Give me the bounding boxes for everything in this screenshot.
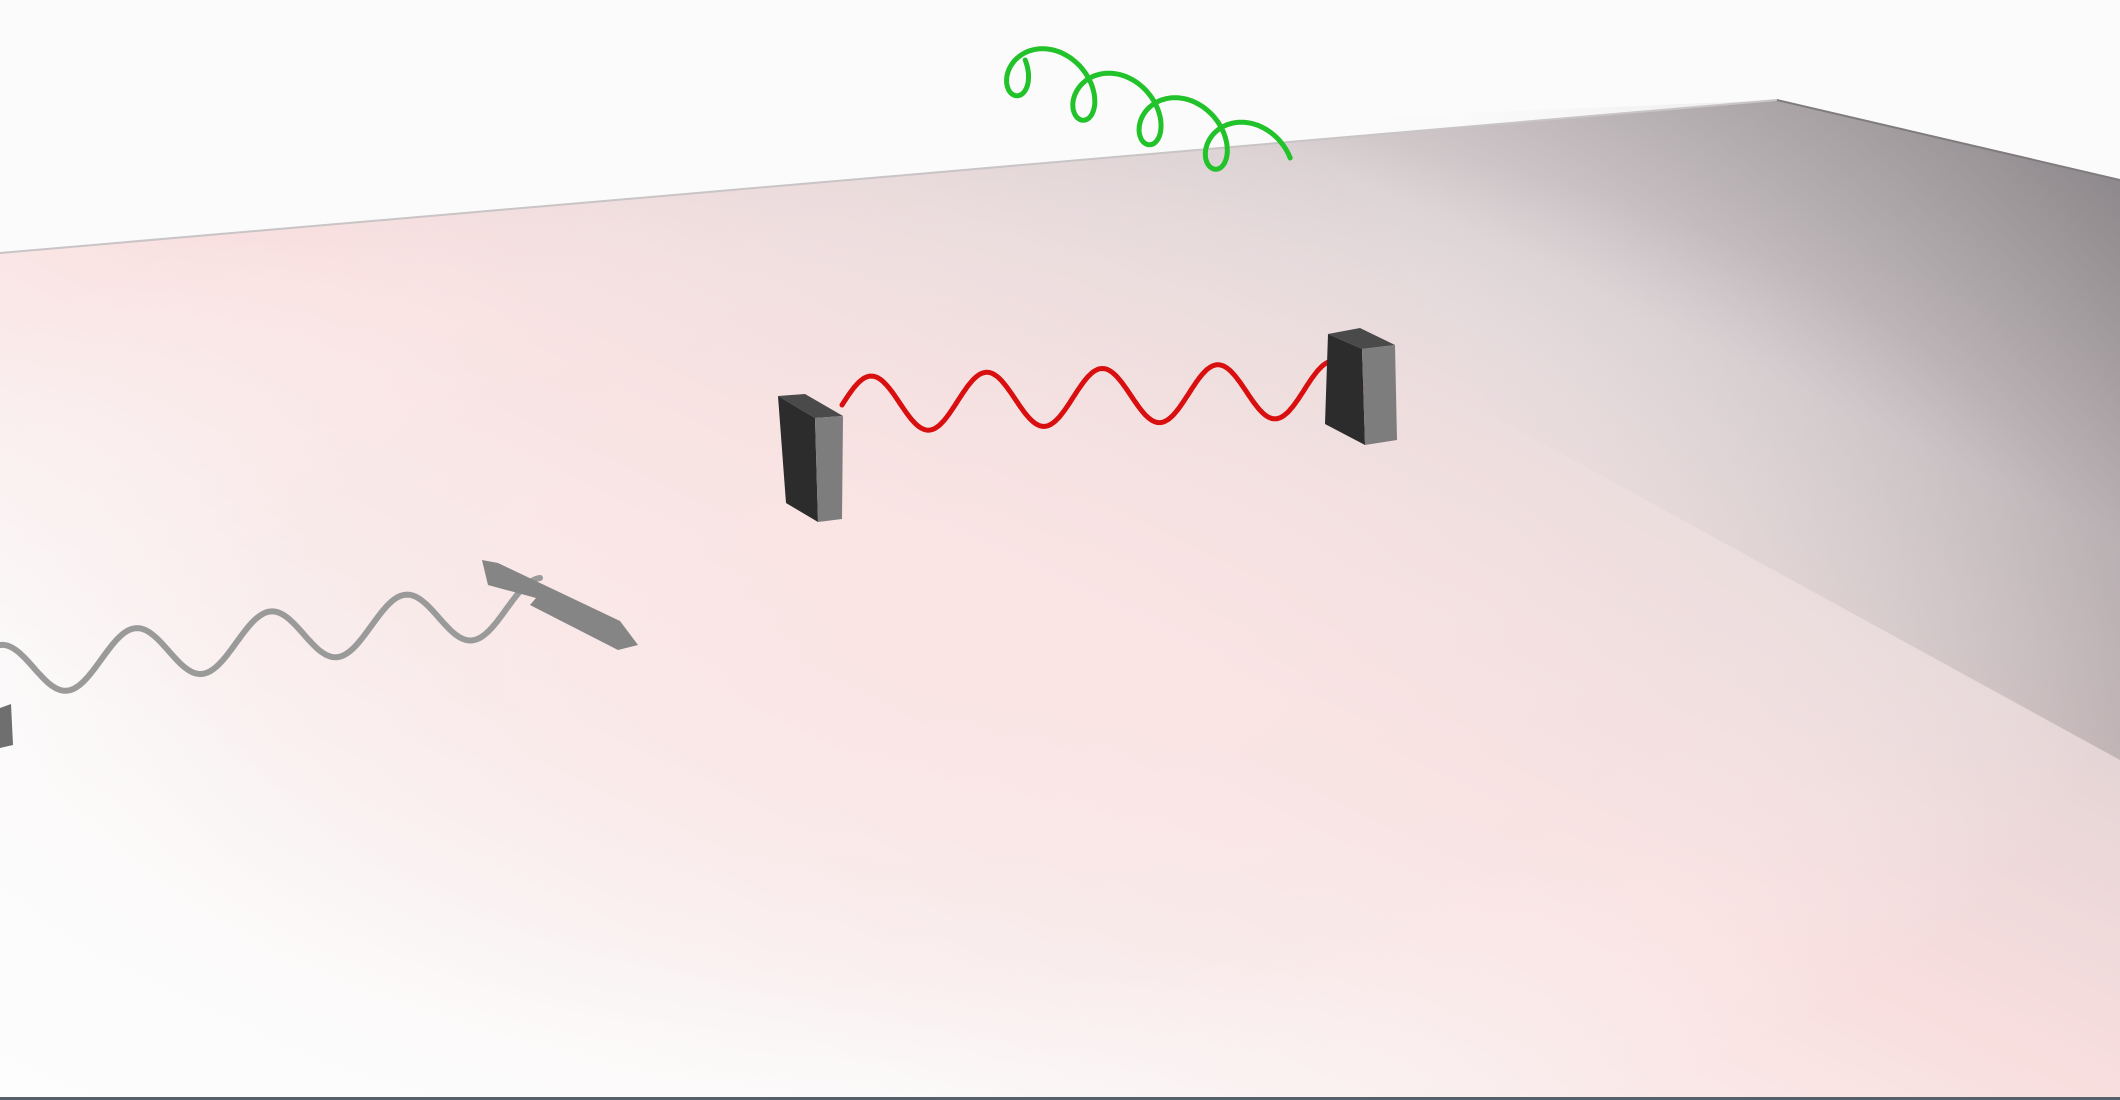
standing-wave <box>839 358 1365 433</box>
arrow-head-icon <box>482 560 638 650</box>
left-mirror <box>778 394 843 522</box>
cut-off-block-icon <box>0 704 13 748</box>
ground-plane <box>0 99 2120 1100</box>
plane-right-edge <box>1776 99 2120 181</box>
mirror-block-icon <box>1325 328 1397 445</box>
incoming-wave <box>0 560 638 748</box>
helix-icon <box>1004 46 1293 172</box>
right-mirror <box>1325 328 1397 445</box>
bottom-edge <box>0 1097 2120 1100</box>
mirror-block-icon <box>778 394 843 522</box>
plane-far-edge <box>0 99 1778 254</box>
